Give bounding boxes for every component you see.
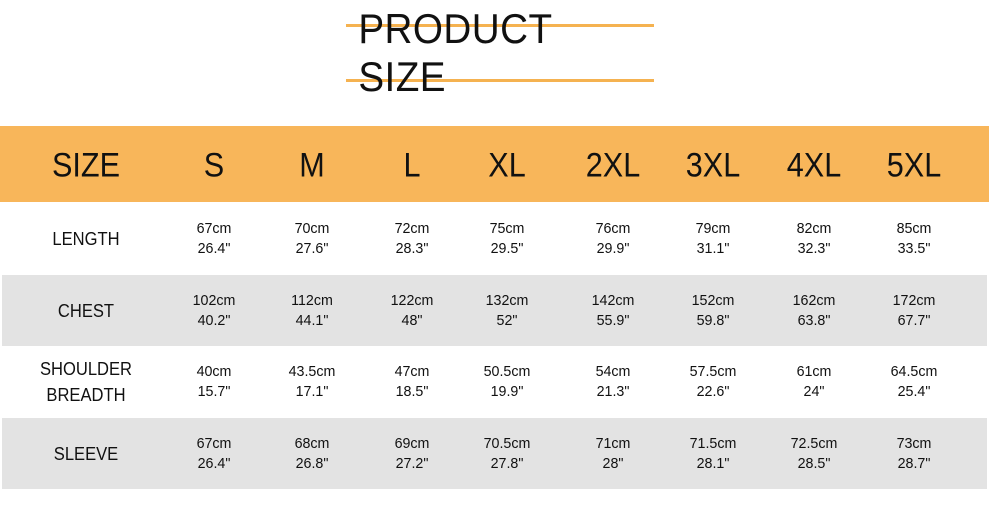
- measurement-cell: 85cm 33.5": [896, 219, 932, 257]
- measurement-cell: 67cm 26.4": [196, 219, 232, 257]
- measurement-cell: 142cm 55.9": [591, 291, 635, 329]
- size-header-label: SIZE: [51, 146, 121, 185]
- measurement-cell: 162cm 63.8": [792, 291, 836, 329]
- measurement-cell: 172cm 67.7": [892, 291, 936, 329]
- measurement-cell: 102cm 40.2": [192, 291, 236, 329]
- measurement-cell: 61cm 24": [796, 363, 832, 400]
- measurement-cell: 72cm 28.3": [394, 219, 430, 257]
- measurement-cell: 73cm 28.7": [896, 434, 932, 472]
- measurement-cell: 71.5cm 28.1": [689, 434, 737, 472]
- size-header-s: S: [203, 146, 225, 185]
- measurement-cell: 47cm 18.5": [394, 363, 430, 400]
- row-label: SLEEVE: [53, 443, 119, 464]
- measurement-cell: 76cm 29.9": [595, 219, 631, 257]
- size-header-m: M: [299, 146, 325, 185]
- measurement-cell: 82cm 32.3": [796, 219, 832, 257]
- measurement-cell: 112cm 44.1": [291, 291, 333, 329]
- table-row: LENGTH 67cm 26.4" 70cm 27.6" 72cm 28.3" 75cm 29.…: [2, 202, 987, 275]
- size-header-5xl: 5XL: [886, 146, 942, 185]
- measurement-cell: 70.5cm 27.8": [483, 434, 531, 472]
- measurement-cell: 75cm 29.5": [489, 219, 525, 257]
- row-label: LENGTH: [52, 228, 120, 249]
- measurement-cell: 70cm 27.6": [294, 219, 330, 257]
- size-header-2xl: 2XL: [585, 146, 641, 185]
- size-header-xl: XL: [488, 146, 526, 185]
- measurement-cell: 72.5cm 28.5": [790, 434, 838, 472]
- measurement-cell: 79cm 31.1": [695, 219, 731, 257]
- row-label: CHEST: [57, 300, 115, 321]
- table-row: CHEST 102cm 40.2" 112cm 44.1" 122cm 48" 132cm 52…: [2, 275, 987, 346]
- measurement-cell: 43.5cm 17.1": [288, 363, 336, 400]
- measurement-cell: 152cm 59.8": [691, 291, 735, 329]
- table-row: SLEEVE 67cm 26.4" 68cm 26.8" 69cm 27.2" 70.5cm 2…: [2, 418, 987, 489]
- size-header-4xl: 4XL: [786, 146, 842, 185]
- measurement-cell: 50.5cm 19.9": [483, 363, 531, 400]
- size-header-row: SIZE S M L XL 2XL 3XL 4XL 5XL: [0, 126, 989, 202]
- size-header-3xl: 3XL: [685, 146, 741, 185]
- measurement-cell: 69cm 27.2": [394, 434, 430, 472]
- page-title: PRODUCT SIZE: [358, 5, 552, 100]
- measurement-cell: 122cm 48": [390, 291, 434, 329]
- measurement-cell: 68cm 26.8": [294, 434, 330, 472]
- measurement-cell: 54cm 21.3": [595, 363, 631, 400]
- title-frame: PRODUCT SIZE: [346, 5, 654, 100]
- size-header-l: L: [403, 146, 421, 185]
- table-row: SHOULDER BREADTH 40cm 15.7" 43.5cm 17.1" 47cm 1…: [2, 346, 987, 418]
- measurement-cell: 132cm 52": [485, 291, 529, 329]
- measurement-cell: 67cm 26.4": [196, 434, 232, 472]
- row-label: SHOULDER BREADTH: [39, 359, 133, 405]
- measurement-cell: 71cm 28": [595, 434, 631, 472]
- measurement-cell: 57.5cm 22.6": [689, 363, 737, 400]
- measurement-cell: 40cm 15.7": [196, 363, 232, 400]
- measurement-cell: 64.5cm 25.4": [890, 363, 938, 400]
